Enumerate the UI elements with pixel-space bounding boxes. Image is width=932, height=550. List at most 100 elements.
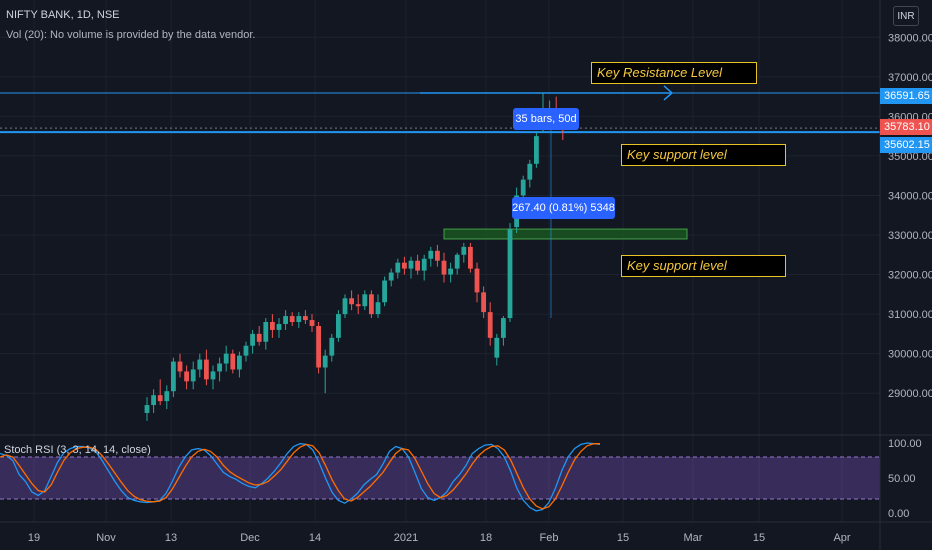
candle-body xyxy=(507,229,513,319)
candle[interactable] xyxy=(355,294,361,315)
candle[interactable] xyxy=(296,312,302,328)
candle[interactable] xyxy=(322,349,328,394)
key-resistance-note[interactable]: Key Resistance Level xyxy=(591,62,757,84)
symbol-title: NIFTY BANK, 1D, NSE xyxy=(6,9,120,21)
candle[interactable] xyxy=(289,312,295,326)
x-tick-label: 19 xyxy=(28,532,40,544)
candle[interactable] xyxy=(454,252,460,275)
candle[interactable] xyxy=(223,345,229,372)
candle[interactable] xyxy=(316,322,321,374)
candle-body xyxy=(296,316,302,323)
candlestick-series[interactable] xyxy=(144,92,566,421)
candle[interactable] xyxy=(468,242,473,273)
candle[interactable] xyxy=(448,262,453,283)
candle-body xyxy=(461,246,467,255)
candle[interactable] xyxy=(204,349,209,386)
volume-legend: Vol (20): No volume is provided by the d… xyxy=(6,29,256,41)
candle-body xyxy=(157,395,163,402)
candle[interactable] xyxy=(534,132,539,168)
candle-body xyxy=(369,294,374,315)
candle-body xyxy=(164,391,170,402)
candle-body xyxy=(237,355,242,370)
candle-body xyxy=(435,250,440,261)
candle[interactable] xyxy=(441,252,447,283)
candle[interactable] xyxy=(494,333,500,366)
candle[interactable] xyxy=(481,286,486,319)
price-change-callout[interactable]: 267.40 (0.81%) 5348 xyxy=(512,197,615,219)
candle[interactable] xyxy=(408,256,414,279)
resistance-price-tag: 36591.65 xyxy=(880,88,932,104)
candle-body xyxy=(448,268,453,275)
stoch-d-line[interactable] xyxy=(0,443,600,510)
candle[interactable] xyxy=(303,310,308,324)
candle[interactable] xyxy=(190,361,196,390)
candle[interactable] xyxy=(415,254,420,275)
currency-button[interactable]: INR xyxy=(893,6,919,26)
candle[interactable] xyxy=(250,329,255,354)
candle[interactable] xyxy=(527,159,533,188)
candle[interactable] xyxy=(151,389,156,413)
candle[interactable] xyxy=(256,325,262,346)
candle-body xyxy=(408,260,414,269)
candle[interactable] xyxy=(217,357,222,382)
candle[interactable] xyxy=(177,353,183,378)
candle[interactable] xyxy=(428,246,434,267)
candle-body xyxy=(177,361,183,372)
y-tick-label: 31000.00 xyxy=(888,309,932,321)
candle[interactable] xyxy=(164,385,170,410)
candle[interactable] xyxy=(501,316,506,346)
candle[interactable] xyxy=(342,294,348,319)
x-tick-label: 18 xyxy=(480,532,492,544)
y-tick-label: 29000.00 xyxy=(888,388,932,400)
candle[interactable] xyxy=(283,310,288,330)
candle[interactable] xyxy=(243,341,249,362)
key-support-note-2[interactable]: Key support level xyxy=(621,255,786,277)
candle[interactable] xyxy=(157,379,163,406)
candle[interactable] xyxy=(402,256,407,275)
stoch-rsi-pane[interactable] xyxy=(0,442,880,512)
candle[interactable] xyxy=(474,262,480,303)
stoch-k-line[interactable] xyxy=(0,442,601,512)
candle[interactable] xyxy=(349,290,354,311)
candle[interactable] xyxy=(362,290,368,311)
x-tick-label: 13 xyxy=(165,532,177,544)
candle[interactable] xyxy=(421,254,427,281)
candle[interactable] xyxy=(171,357,176,398)
candle[interactable] xyxy=(184,365,189,390)
candle[interactable] xyxy=(388,268,394,287)
candle[interactable] xyxy=(197,353,203,378)
key-support-note-1[interactable]: Key support level xyxy=(621,144,786,166)
candle-body xyxy=(342,298,348,315)
candle[interactable] xyxy=(309,314,315,332)
candle[interactable] xyxy=(336,310,341,342)
candle-body xyxy=(256,333,262,342)
candle[interactable] xyxy=(375,294,381,319)
candle[interactable] xyxy=(276,318,282,338)
candle-body xyxy=(184,371,189,382)
candle[interactable] xyxy=(369,290,374,319)
osc-tick-label: 50.00 xyxy=(888,473,916,485)
candle[interactable] xyxy=(520,175,526,200)
candle-body xyxy=(527,163,533,180)
candle[interactable] xyxy=(507,223,513,323)
candle-body xyxy=(151,395,156,406)
osc-tick-label: 0.00 xyxy=(888,508,909,520)
candle-body xyxy=(309,320,315,326)
bars-range-callout[interactable]: 35 bars, 50d xyxy=(513,108,579,130)
candle[interactable] xyxy=(461,242,467,263)
candle[interactable] xyxy=(263,318,269,350)
candle-body xyxy=(336,314,341,338)
candle[interactable] xyxy=(270,314,275,338)
candle[interactable] xyxy=(237,351,242,378)
candle[interactable] xyxy=(210,365,216,390)
candle[interactable] xyxy=(382,276,387,307)
candle[interactable] xyxy=(395,258,401,279)
candle[interactable] xyxy=(230,349,236,374)
candle-body xyxy=(270,322,275,330)
candle[interactable] xyxy=(435,244,440,267)
candle[interactable] xyxy=(144,397,150,421)
candle[interactable] xyxy=(329,333,335,362)
candle-body xyxy=(362,294,368,307)
candle[interactable] xyxy=(487,302,493,346)
